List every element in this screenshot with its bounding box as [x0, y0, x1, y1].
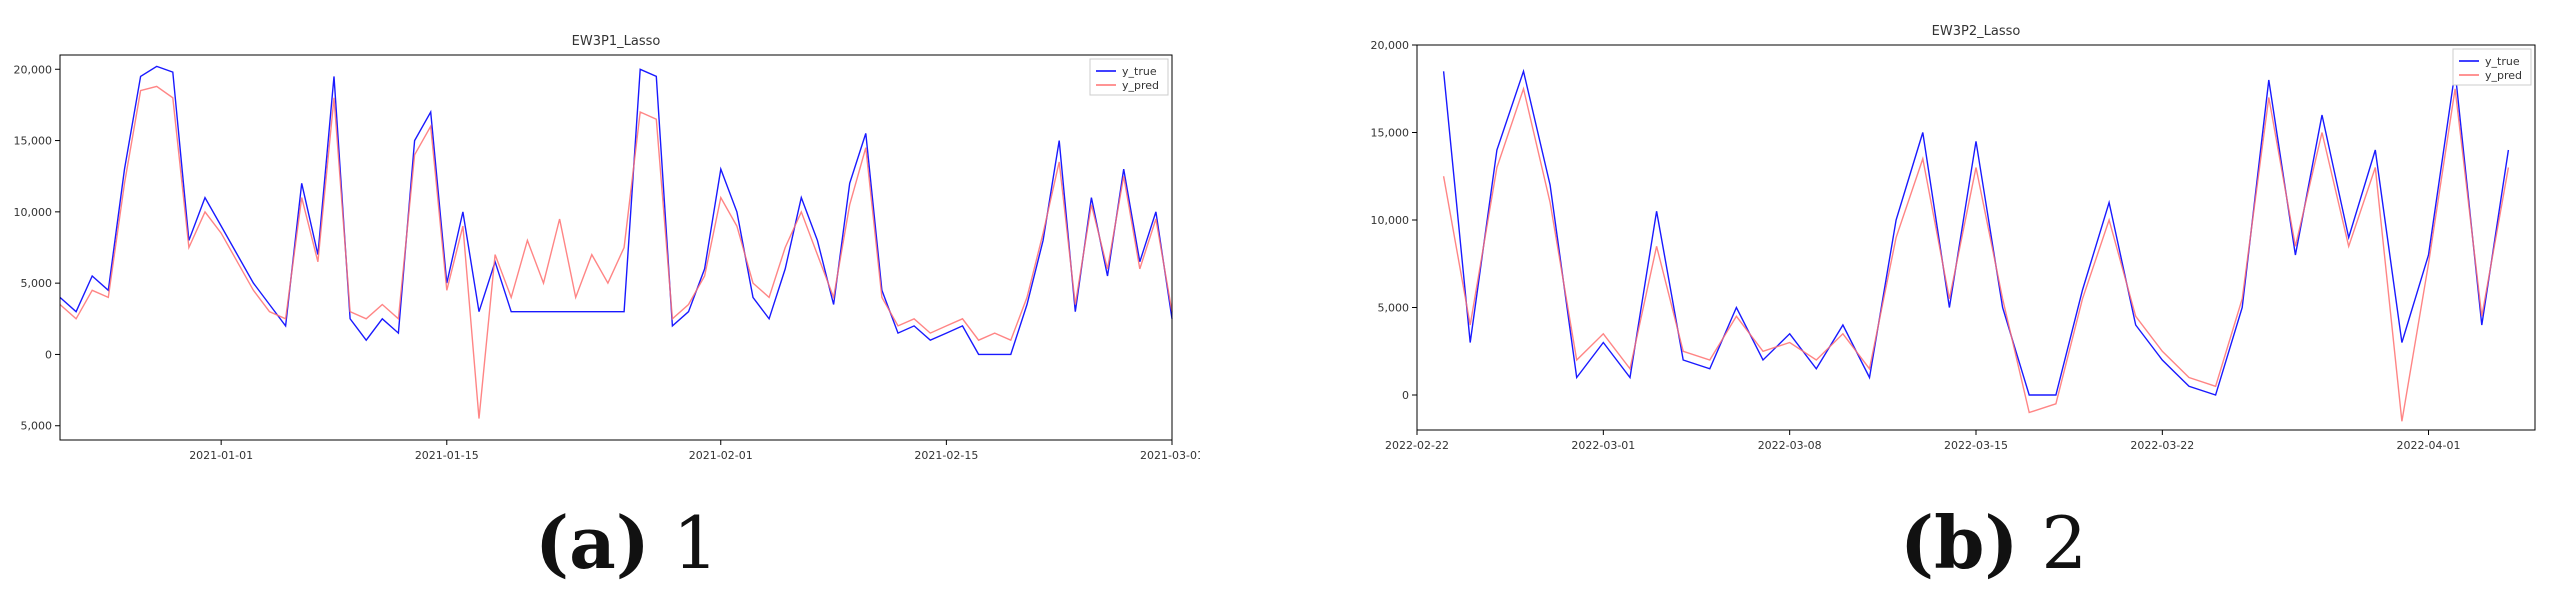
- chart-b-plot-frame: [1416, 44, 2536, 431]
- chart-a: EW3P1_Lasso 5,000 0 5,000 10,000 15,000 20,000…: [14, 34, 1201, 462]
- chart-a-x-tick-label: 2021-02-15: [914, 449, 978, 462]
- chart-b-legend-box: [2452, 48, 2532, 86]
- chart-b: EW3P2_Lasso 0 5,000 10,000 15,000 20,000 2022-…: [1371, 24, 2536, 452]
- chart-a-legend-box: [1089, 58, 1169, 96]
- caption-b: (b) 2: [1900, 500, 2087, 585]
- chart-b-x-tick-label: 2022-02-22: [1385, 439, 1449, 452]
- chart-b-series-y_pred: [1442, 86, 2510, 422]
- chart-a-series-y_pred: [59, 85, 1173, 419]
- caption-b-letter: (b): [1900, 500, 2019, 585]
- chart-a-y-tick-label: 15,000: [14, 135, 53, 148]
- chart-b-y-tick-label: 5,000: [1378, 302, 1410, 315]
- chart-a-y-tick-label: 20,000: [14, 63, 53, 76]
- caption-a-text: 1: [672, 501, 719, 585]
- chart-a-legend-label-y_true: y_true: [1122, 65, 1157, 78]
- chart-b-x-tick-label: 2022-03-08: [1758, 439, 1822, 452]
- chart-b-y-tick-label: 10,000: [1371, 214, 1410, 227]
- chart-b-y-tick-label: 20,000: [1371, 39, 1410, 52]
- chart-b-legend-label-y_true: y_true: [2485, 55, 2520, 68]
- caption-a-letter: (a): [535, 500, 650, 585]
- chart-a-plot-frame: [59, 54, 1173, 441]
- chart-a-title: EW3P1_Lasso: [572, 34, 661, 49]
- chart-a-x-tick-label: 2021-01-01: [189, 449, 253, 462]
- caption-b-text: 2: [2041, 501, 2088, 585]
- chart-a-legend-label-y_pred: y_pred: [1122, 79, 1159, 92]
- chart-b-legend-label-y_pred: y_pred: [2485, 69, 2522, 82]
- chart-b-y-tick-label: 15,000: [1371, 127, 1410, 140]
- chart-a-y-tick-label: 5,000: [21, 420, 53, 433]
- chart-a-series-y_true: [59, 65, 1173, 356]
- chart-a-y-tick-label: 5,000: [21, 277, 53, 290]
- chart-b-x-tick-label: 2022-03-01: [1571, 439, 1635, 452]
- chart-a-y-tick-label: 10,000: [14, 206, 53, 219]
- chart-b-x-tick-label: 2022-04-01: [2397, 439, 2461, 452]
- chart-a-x-tick-label: 2021-02-01: [689, 449, 753, 462]
- chart-a-x-tick-label: 2021-01-15: [415, 449, 479, 462]
- chart-b-series-y_true: [1442, 68, 2510, 396]
- chart-b-y-tick-label: 0: [1402, 389, 1409, 402]
- chart-b-title: EW3P2_Lasso: [1932, 24, 2021, 39]
- chart-a-y-tick-label: 0: [45, 348, 52, 361]
- caption-a: (a) 1: [535, 500, 719, 585]
- chart-a-x-tick-label: 2021-03-01: [1140, 449, 1200, 462]
- chart-b-x-tick-label: 2022-03-15: [1944, 439, 2008, 452]
- chart-b-x-tick-label: 2022-03-22: [2130, 439, 2194, 452]
